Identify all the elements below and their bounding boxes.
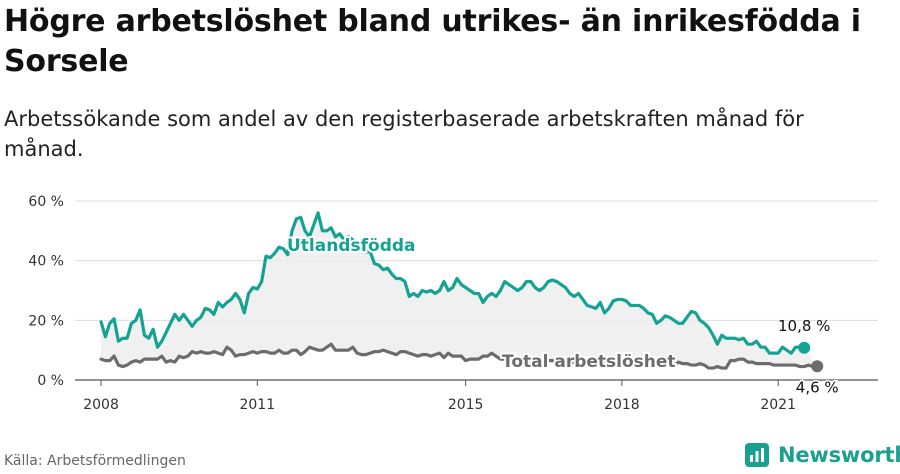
y-tick-label: 20 %	[28, 313, 64, 329]
y-tick-label: 0 %	[37, 373, 64, 389]
band-layer	[101, 212, 818, 369]
y-tick-label: 40 %	[28, 254, 64, 270]
brand-name: Newsworthy	[778, 443, 900, 467]
source-note: Källa: Arbetsförmedlingen	[4, 453, 186, 469]
newsworthy-logo-icon	[745, 443, 769, 467]
end-label-total: 4,6 %	[796, 378, 839, 396]
brand[interactable]: Newsworthy	[744, 440, 900, 470]
end-point-utlandsfodda	[798, 341, 811, 354]
end-point-total	[811, 360, 824, 373]
x-tick-label: 2011	[239, 397, 275, 413]
x-tick-label: 2015	[448, 397, 484, 413]
series-label-utlandsfodda: Utlandsfödda	[287, 236, 416, 256]
x-tick-label: 2021	[760, 397, 796, 413]
end-label-utlandsfodda: 10,8 %	[778, 317, 830, 335]
series-line-utlandsfodda	[99, 211, 806, 355]
chart-title: Högre arbetslöshet bland utrikes- än inr…	[4, 4, 861, 79]
difference-area	[101, 212, 818, 369]
line-layer	[99, 211, 824, 373]
series-line-total	[99, 342, 819, 370]
grid-layer: 0 % 20 % 40 % 60 % 2008 2011 2015 2018 2021	[28, 194, 878, 413]
label-layer: 10,8 % 4,6 % Utlandsfödda Total arbetslöshe…	[285, 234, 840, 398]
series-label-total: Total arbetslöshet	[502, 352, 676, 372]
x-tick-label: 2008	[83, 397, 119, 413]
chart-subtitle: Arbetssökande som andel av den registerb…	[4, 107, 804, 161]
y-tick-label: 60 %	[28, 194, 64, 210]
x-tick-label: 2018	[604, 397, 640, 413]
